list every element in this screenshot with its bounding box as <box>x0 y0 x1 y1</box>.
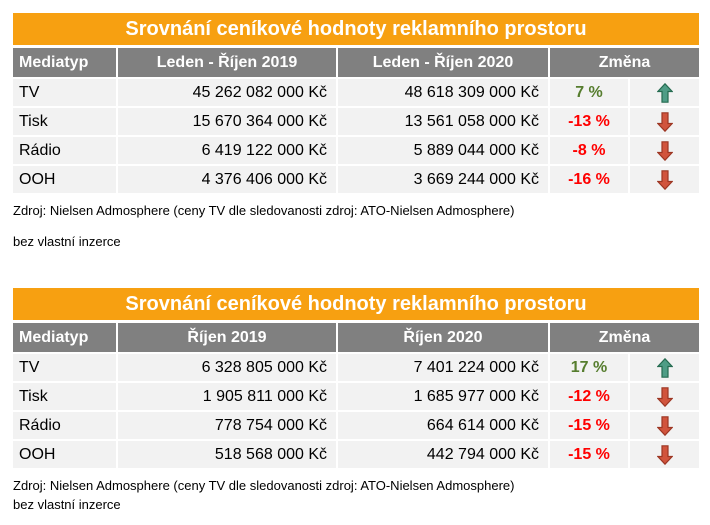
trend-arrow-cell <box>630 108 699 135</box>
down-arrow-icon <box>656 140 673 161</box>
value-2020-cell: 664 614 000 Kč <box>338 412 548 439</box>
change-percent-cell: 17 % <box>550 354 628 381</box>
change-percent-cell: -15 % <box>550 412 628 439</box>
comparison-table-october: Srovnání ceníkové hodnoty reklamního pro… <box>13 288 699 468</box>
up-arrow-icon <box>656 82 673 103</box>
header-cell-period-2019: Říjen 2019 <box>118 323 336 352</box>
source-note: Zdroj: Nielsen Admosphere (ceny TV dle s… <box>13 203 515 218</box>
trend-arrow-cell <box>630 412 699 439</box>
value-2020-cell: 3 669 244 000 Kč <box>338 166 548 193</box>
header-cell-change: Změna <box>550 48 699 77</box>
down-arrow-icon <box>656 415 673 436</box>
mediatype-cell: Rádio <box>13 412 116 439</box>
header-cell-change: Změna <box>550 323 699 352</box>
change-percent-cell: 7 % <box>550 79 628 106</box>
mediatype-cell: OOH <box>13 441 116 468</box>
header-cell-period-2020: Říjen 2020 <box>338 323 548 352</box>
value-2020-cell: 1 685 977 000 Kč <box>338 383 548 410</box>
trend-arrow-cell <box>630 79 699 106</box>
mediatype-cell: OOH <box>13 166 116 193</box>
header-cell-period-2019: Leden - Říjen 2019 <box>118 48 336 77</box>
header-cell-mediatyp: Mediatyp <box>13 48 116 77</box>
value-2019-cell: 518 568 000 Kč <box>118 441 336 468</box>
table-grid: Mediatyp Říjen 2019 Říjen 2020 Změna TV … <box>13 323 699 468</box>
exclusion-note: bez vlastní inzerce <box>13 497 121 512</box>
trend-arrow-cell <box>630 137 699 164</box>
value-2020-cell: 5 889 044 000 Kč <box>338 137 548 164</box>
value-2020-cell: 442 794 000 Kč <box>338 441 548 468</box>
value-2020-cell: 13 561 058 000 Kč <box>338 108 548 135</box>
down-arrow-icon <box>656 386 673 407</box>
table-title: Srovnání ceníkové hodnoty reklamního pro… <box>13 13 699 45</box>
mediatype-cell: TV <box>13 79 116 106</box>
value-2019-cell: 778 754 000 Kč <box>118 412 336 439</box>
mediatype-cell: Tisk <box>13 108 116 135</box>
change-percent-cell: -12 % <box>550 383 628 410</box>
change-percent-cell: -13 % <box>550 108 628 135</box>
down-arrow-icon <box>656 444 673 465</box>
table-title: Srovnání ceníkové hodnoty reklamního pro… <box>13 288 699 320</box>
value-2019-cell: 6 419 122 000 Kč <box>118 137 336 164</box>
header-cell-mediatyp: Mediatyp <box>13 323 116 352</box>
mediatype-cell: Rádio <box>13 137 116 164</box>
table-grid: Mediatyp Leden - Říjen 2019 Leden - Říje… <box>13 48 699 193</box>
value-2019-cell: 15 670 364 000 Kč <box>118 108 336 135</box>
comparison-table-ytd: Srovnání ceníkové hodnoty reklamního pro… <box>13 13 699 193</box>
value-2019-cell: 6 328 805 000 Kč <box>118 354 336 381</box>
value-2019-cell: 4 376 406 000 Kč <box>118 166 336 193</box>
down-arrow-icon <box>656 111 673 132</box>
exclusion-note: bez vlastní inzerce <box>13 234 121 249</box>
trend-arrow-cell <box>630 354 699 381</box>
value-2019-cell: 45 262 082 000 Kč <box>118 79 336 106</box>
mediatype-cell: TV <box>13 354 116 381</box>
change-percent-cell: -8 % <box>550 137 628 164</box>
value-2020-cell: 48 618 309 000 Kč <box>338 79 548 106</box>
header-cell-period-2020: Leden - Říjen 2020 <box>338 48 548 77</box>
mediatype-cell: Tisk <box>13 383 116 410</box>
trend-arrow-cell <box>630 166 699 193</box>
up-arrow-icon <box>656 357 673 378</box>
change-percent-cell: -16 % <box>550 166 628 193</box>
value-2019-cell: 1 905 811 000 Kč <box>118 383 336 410</box>
trend-arrow-cell <box>630 383 699 410</box>
trend-arrow-cell <box>630 441 699 468</box>
value-2020-cell: 7 401 224 000 Kč <box>338 354 548 381</box>
down-arrow-icon <box>656 169 673 190</box>
source-note: Zdroj: Nielsen Admosphere (ceny TV dle s… <box>13 478 515 493</box>
change-percent-cell: -15 % <box>550 441 628 468</box>
